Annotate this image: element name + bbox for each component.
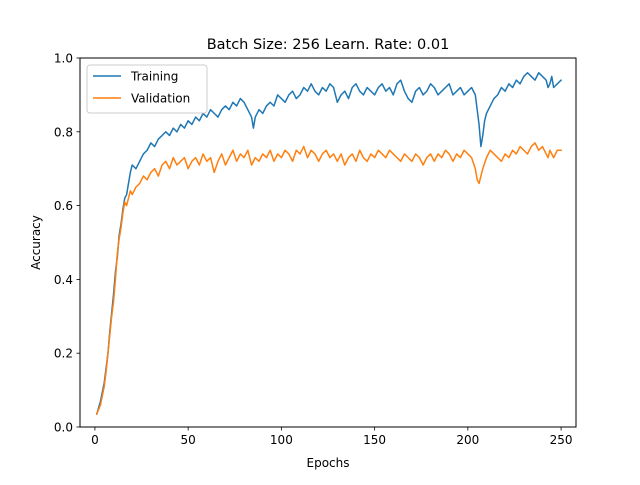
x-tick-label: 150: [363, 433, 386, 447]
y-tick-label: 0.2: [54, 347, 73, 361]
y-tick-label: 0.8: [54, 125, 73, 139]
series-line-training: [95, 72, 563, 416]
x-tick-label: 100: [270, 433, 293, 447]
y-tick-label: 1.0: [54, 52, 73, 66]
y-tick-label: 0.6: [54, 199, 73, 213]
legend-label-validation: Validation: [131, 92, 190, 106]
y-axis-ticks: 0.0 0.2 0.4 0.6 0.8 1.0: [54, 52, 80, 435]
x-tick-label: 200: [456, 433, 479, 447]
x-tick-label: 0: [91, 433, 99, 447]
chart-title: Batch Size: 256 Learn. Rate: 0.01: [207, 37, 450, 53]
x-axis-ticks: 0 50 100 150 200 250: [91, 427, 573, 447]
y-tick-label: 0.0: [54, 421, 73, 435]
plot-lines: [95, 72, 563, 416]
plot-frame: [79, 57, 577, 428]
series-line-validation: [95, 142, 562, 416]
legend: Training Validation: [86, 64, 208, 114]
legend-box: [86, 64, 208, 114]
y-tick-label: 0.4: [54, 273, 73, 287]
x-tick-label: 50: [181, 433, 196, 447]
legend-label-training: Training: [130, 70, 178, 84]
x-tick-label: 250: [550, 433, 573, 447]
x-axis-label: Epochs: [307, 456, 350, 470]
y-axis-label: Accuracy: [29, 215, 43, 270]
